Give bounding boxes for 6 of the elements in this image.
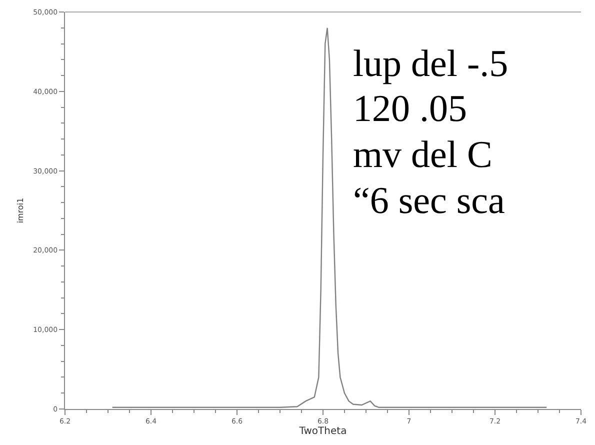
annotation: “6 sec sca bbox=[353, 180, 506, 222]
x-axis-title: TwoTheta bbox=[298, 426, 347, 437]
y-axis-title: imroi1 bbox=[16, 198, 25, 224]
annotation: 120 .05 bbox=[353, 88, 467, 130]
annotation: lup del -.5 bbox=[353, 43, 508, 85]
annotation: mv del C bbox=[353, 134, 492, 176]
